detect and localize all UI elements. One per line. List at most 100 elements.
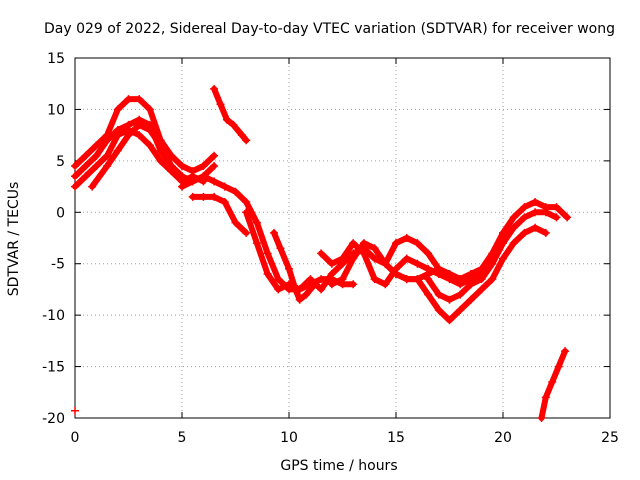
series-track13 — [210, 84, 251, 145]
data-point — [310, 280, 319, 289]
chart-title: Day 029 of 2022, Sidereal Day-to-day VTE… — [44, 21, 615, 37]
y-tick-label: 10 — [47, 102, 65, 118]
data-point — [210, 162, 219, 170]
data-point — [113, 131, 122, 140]
data-point — [229, 120, 238, 129]
data-point — [552, 213, 561, 222]
x-axis-label: GPS time / hours — [280, 458, 397, 474]
data-point — [488, 259, 497, 268]
series-track10 — [327, 234, 486, 289]
data-point — [359, 239, 368, 248]
data-point — [71, 172, 79, 181]
axis-ticks: 0 5 10 15 20 25 -20 -15 -10 -5 0 5 10 15 — [42, 51, 619, 446]
data-point — [92, 151, 101, 160]
x-tick-label: 10 — [280, 430, 298, 446]
data-point — [520, 213, 529, 222]
data-point — [413, 259, 422, 268]
data-point — [270, 228, 279, 237]
data-point — [71, 182, 79, 191]
data-point — [456, 306, 465, 314]
data-point — [338, 254, 347, 263]
data-point — [456, 290, 465, 299]
data-point — [81, 162, 90, 170]
data-point — [263, 249, 272, 258]
grid — [75, 58, 610, 418]
data-point — [424, 249, 433, 258]
data-point — [541, 393, 550, 402]
series-track15 — [71, 406, 79, 415]
data-point — [242, 208, 251, 217]
data-point — [285, 264, 293, 273]
data-point — [242, 228, 251, 237]
data-point — [188, 192, 197, 201]
data-point — [338, 275, 347, 284]
data-point — [124, 95, 133, 104]
data-point — [445, 316, 454, 325]
data-point — [92, 162, 101, 170]
data-point — [274, 285, 283, 294]
data-point — [424, 275, 433, 284]
data-point — [252, 218, 261, 227]
data-point — [413, 275, 422, 284]
data-point — [222, 115, 231, 124]
data-point — [499, 228, 507, 237]
data-point — [231, 218, 240, 227]
y-tick-label: 15 — [47, 51, 65, 67]
series-band — [243, 209, 357, 293]
y-axis-label: SDTVAR / TECUs — [6, 182, 22, 297]
data-point — [178, 182, 186, 191]
data-point — [188, 177, 197, 186]
y-tick-label: 0 — [56, 205, 65, 221]
data-point — [552, 203, 561, 212]
data-point — [434, 306, 443, 314]
data-point — [520, 228, 529, 237]
y-tick-label: 5 — [56, 154, 65, 170]
data-point — [274, 275, 283, 284]
data-point — [520, 203, 529, 212]
data-point — [242, 198, 251, 206]
data-point — [509, 223, 518, 232]
y-tick-label: -15 — [42, 360, 65, 376]
data-point — [178, 172, 186, 181]
data-point — [563, 213, 572, 222]
data-point — [210, 192, 219, 201]
data-point — [499, 254, 507, 263]
data-point — [276, 244, 285, 253]
data-point — [199, 192, 208, 201]
data-point — [88, 182, 97, 191]
series-track11 — [392, 223, 550, 325]
data-point — [220, 198, 229, 206]
data-point — [145, 126, 154, 134]
x-tick-label: 5 — [178, 430, 187, 446]
data-point — [402, 254, 411, 263]
data-point — [135, 95, 144, 104]
data-point — [381, 280, 390, 289]
data-point — [295, 295, 304, 304]
data-point — [135, 131, 144, 140]
data-point — [263, 270, 272, 278]
data-point — [413, 239, 422, 248]
data-point — [317, 285, 326, 294]
series-track12 — [424, 208, 561, 304]
data-point — [402, 234, 411, 242]
data-point — [135, 120, 144, 129]
series-track8 — [270, 228, 319, 304]
x-tick-label: 15 — [387, 430, 405, 446]
data-point — [424, 264, 433, 273]
data-point — [103, 136, 112, 145]
y-tick-label: -5 — [51, 257, 65, 273]
data-point — [291, 285, 300, 294]
data-point — [370, 244, 379, 253]
series-band — [189, 193, 250, 236]
series-track9 — [317, 239, 486, 289]
data-point — [381, 259, 390, 268]
data-point — [103, 162, 112, 170]
data-point — [531, 198, 540, 206]
data-point — [216, 100, 225, 109]
data-point — [113, 146, 122, 155]
data-point — [402, 275, 411, 284]
data-point — [210, 84, 219, 93]
data-point — [210, 177, 219, 186]
plot-frame — [74, 57, 611, 419]
data-point — [370, 275, 379, 284]
